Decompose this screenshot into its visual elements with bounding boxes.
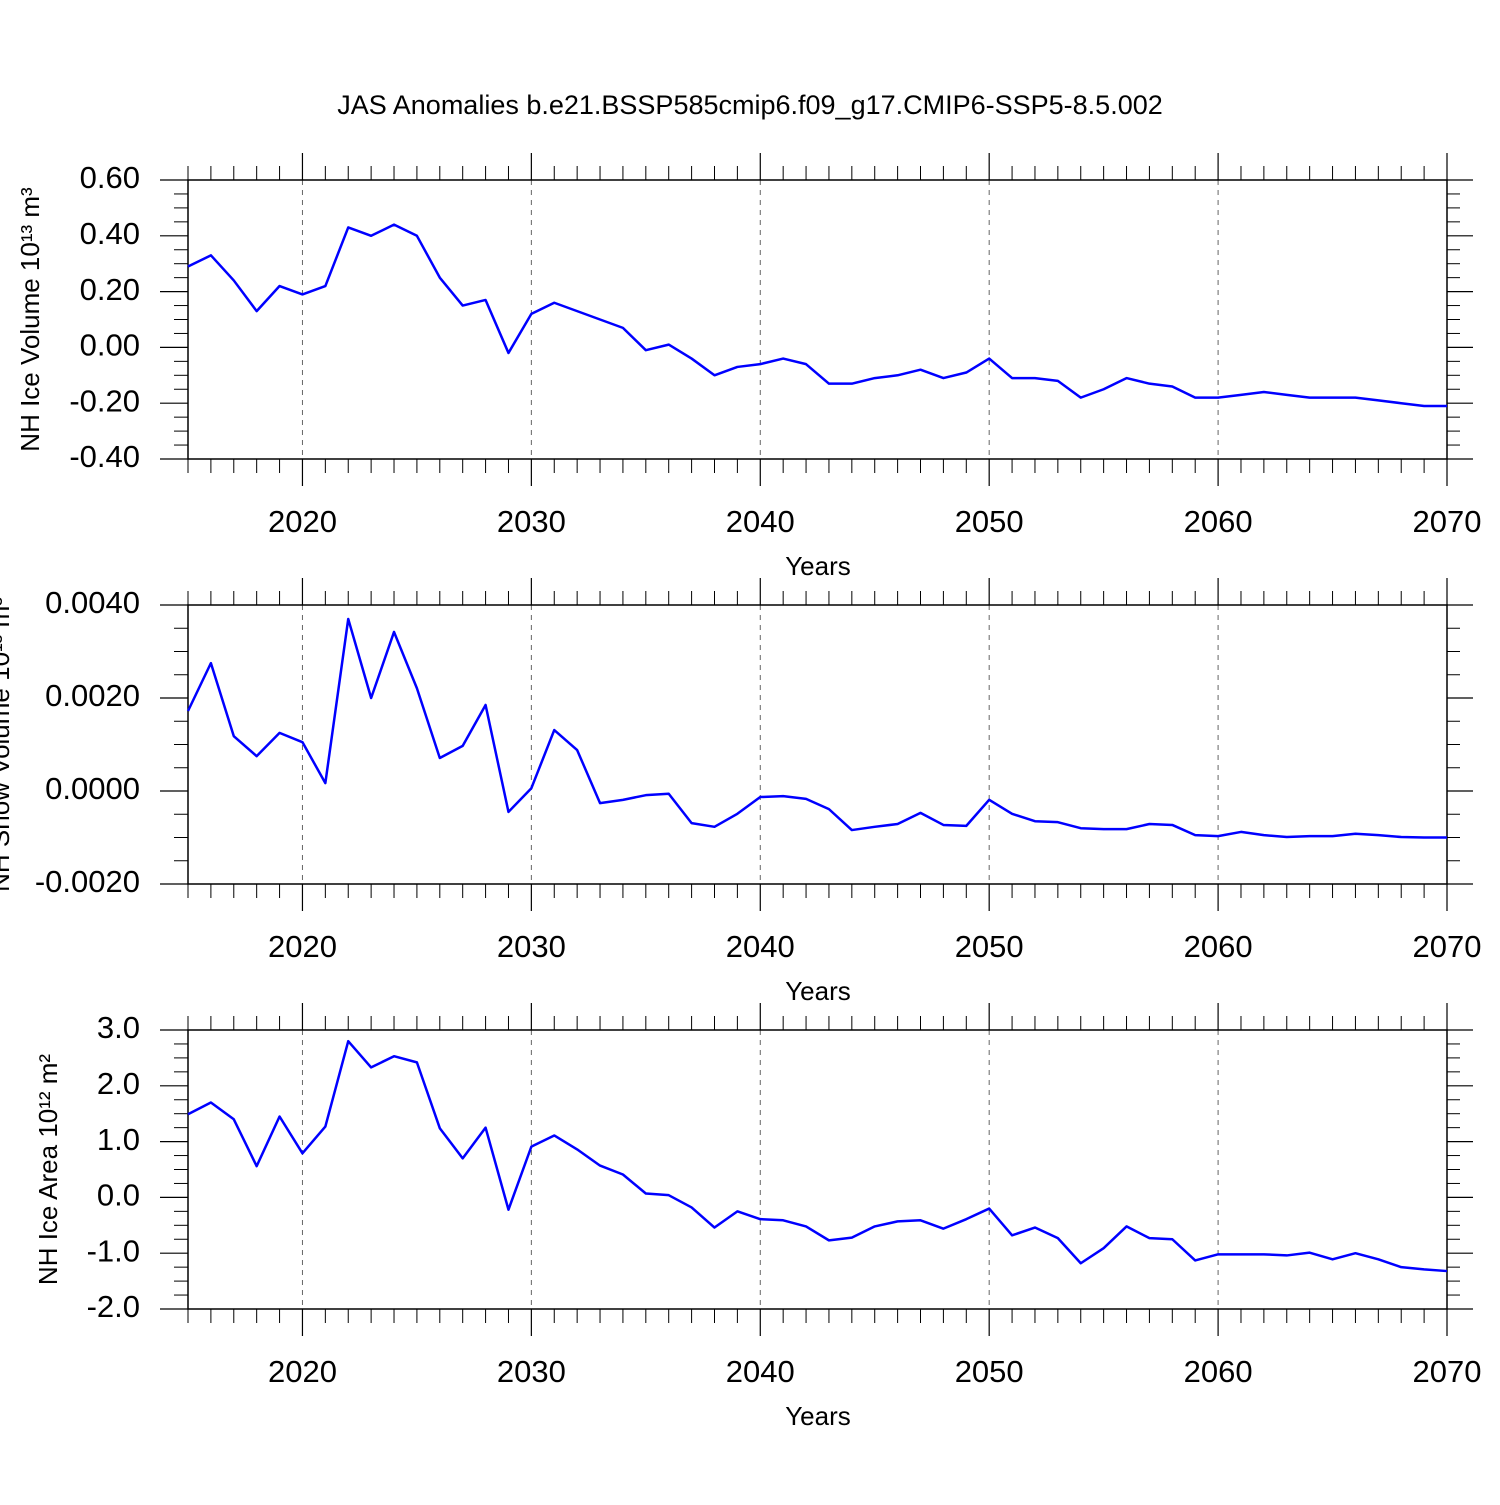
plot-frame xyxy=(187,179,1448,460)
y-tick-label: 0.0020 xyxy=(45,678,140,713)
data-line xyxy=(187,223,1447,408)
x-tick-label: 2060 xyxy=(1184,1354,1253,1389)
y-axis-label: NH Ice Volume 10¹³ m³ xyxy=(15,187,45,452)
y-tick-label: 0.0040 xyxy=(45,585,140,620)
y-tick-label: -0.40 xyxy=(69,439,140,474)
y-tick-label: -1.0 xyxy=(87,1233,140,1268)
x-tick-label: 2070 xyxy=(1413,929,1482,964)
figure-title: JAS Anomalies b.e21.BSSP585cmip6.f09_g17… xyxy=(337,90,1163,120)
x-tick-label: 2050 xyxy=(955,504,1024,539)
x-tick-label: 2050 xyxy=(955,1354,1024,1389)
x-tick-label: 2070 xyxy=(1413,504,1482,539)
data-line xyxy=(187,1039,1448,1273)
x-tick-label: 2040 xyxy=(726,929,795,964)
x-tick-label: 2030 xyxy=(497,504,566,539)
panel: 2020 2030 2040 2050 2060 2070 0.0040 0.0020 0.00… xyxy=(0,578,1481,1006)
x-tick-label: 2060 xyxy=(1184,929,1253,964)
y-tick-label: -2.0 xyxy=(87,1289,140,1324)
y-axis-label: NH Ice Area 10¹² m² xyxy=(33,1054,63,1286)
plot-frame xyxy=(187,1029,1448,1310)
plot-frame xyxy=(187,604,1448,885)
data-line xyxy=(186,617,1447,839)
y-tick-label: -0.0020 xyxy=(35,864,140,899)
panel: 2020 2030 2040 2050 2060 2070 0.60 0.40 0.20 0.00… xyxy=(15,153,1482,581)
x-tick-label: 2030 xyxy=(497,929,566,964)
y-tick-label: 0.00 xyxy=(80,328,140,363)
y-tick-label: -0.20 xyxy=(69,383,140,418)
y-tick-label: 0.0 xyxy=(97,1178,140,1213)
panel: 2020 2030 2040 2050 2060 2070 3.0 2.0 1.0 0.0 -1.0… xyxy=(33,1003,1482,1431)
x-axis-label: Years xyxy=(785,976,851,1006)
x-tick-label: 2020 xyxy=(268,929,337,964)
x-tick-label: 2020 xyxy=(268,504,337,539)
x-tick-label: 2050 xyxy=(955,929,1024,964)
y-tick-label: 1.0 xyxy=(97,1122,140,1157)
y-axis-label: NH Snow Volume 10¹³ m³ xyxy=(0,597,15,892)
x-axis-label: Years xyxy=(785,1401,851,1431)
y-tick-label: 0.40 xyxy=(80,216,140,251)
x-tick-label: 2040 xyxy=(726,1354,795,1389)
y-tick-label: 0.0000 xyxy=(45,771,140,806)
x-tick-label: 2040 xyxy=(726,504,795,539)
x-tick-label: 2020 xyxy=(268,1354,337,1389)
x-tick-label: 2060 xyxy=(1184,504,1253,539)
y-tick-label: 2.0 xyxy=(97,1066,140,1101)
y-tick-label: 3.0 xyxy=(97,1010,140,1045)
y-tick-label: 0.60 xyxy=(80,160,140,195)
x-tick-label: 2030 xyxy=(497,1354,566,1389)
x-axis-label: Years xyxy=(785,551,851,581)
x-tick-label: 2070 xyxy=(1413,1354,1482,1389)
y-tick-label: 0.20 xyxy=(80,272,140,307)
